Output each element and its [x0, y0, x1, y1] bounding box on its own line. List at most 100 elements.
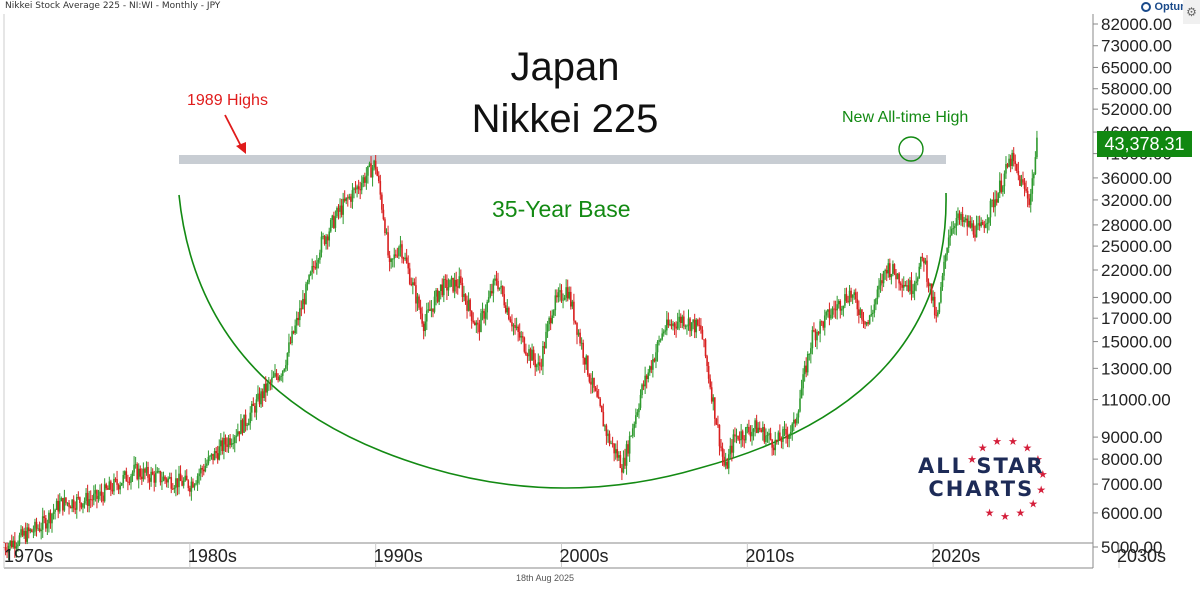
candle-body	[675, 326, 677, 329]
candle-body	[221, 440, 224, 451]
candle-body	[600, 405, 603, 412]
candle-body	[111, 489, 114, 492]
candle-body	[878, 285, 880, 290]
candle-body	[873, 304, 876, 313]
y-tick-label: 7000.00	[1101, 475, 1162, 494]
candle-body	[811, 330, 814, 349]
candle-body	[964, 218, 967, 221]
y-tick-label: 32000.00	[1101, 191, 1172, 210]
candle-body	[436, 290, 439, 302]
candle-body	[552, 310, 555, 316]
candle-body	[52, 511, 55, 514]
candle-body	[613, 443, 615, 454]
candle-body	[851, 294, 854, 298]
candle-body	[227, 438, 230, 447]
candle-body	[631, 428, 634, 436]
candle-body	[483, 310, 485, 319]
candle-body	[175, 478, 177, 488]
candle-body	[470, 310, 473, 321]
candle-body	[955, 218, 958, 227]
candle-body	[895, 273, 897, 280]
candle-body	[4, 547, 7, 551]
candle-body	[449, 279, 451, 288]
candle-body	[469, 299, 471, 311]
candle-body	[591, 377, 594, 385]
candle-body	[75, 497, 78, 510]
candle-body	[777, 432, 780, 441]
candle-body	[806, 353, 809, 373]
candle-body	[66, 502, 69, 504]
candle-body	[226, 444, 228, 447]
candle-body	[212, 453, 214, 461]
candle-body	[1009, 158, 1012, 167]
candle-body	[364, 177, 366, 183]
candle-body	[154, 472, 157, 483]
candle-body	[443, 279, 445, 296]
candle-body	[370, 163, 372, 178]
y-tick-label: 82000.00	[1101, 15, 1172, 34]
candle-body	[148, 477, 151, 482]
candle-body	[576, 322, 578, 335]
candle-body	[15, 546, 18, 549]
candle-body	[181, 480, 183, 486]
candle-body	[271, 377, 273, 383]
candle-body	[102, 495, 104, 502]
candle-body	[912, 290, 914, 294]
candle-body	[210, 453, 213, 456]
candle-body	[427, 309, 430, 311]
candle-body	[123, 471, 126, 475]
candle-body	[407, 262, 409, 269]
candle-body	[156, 471, 159, 473]
candle-body	[192, 481, 194, 488]
candle-body	[139, 468, 142, 477]
candle-body	[875, 299, 877, 305]
y-tick-label: 25000.00	[1101, 237, 1172, 256]
candle-body	[69, 506, 72, 509]
candle-body	[1019, 175, 1021, 186]
candle-body	[590, 381, 592, 385]
candle-body	[926, 260, 928, 282]
candle-body	[86, 492, 89, 506]
candle-body	[235, 435, 238, 438]
candle-body	[579, 332, 581, 344]
candle-body	[817, 331, 820, 334]
logo-star: ★	[978, 441, 988, 454]
candle-body	[343, 198, 346, 201]
candle-body	[910, 280, 913, 294]
candle-body	[35, 521, 38, 529]
candle-body	[758, 427, 761, 430]
y-tick-label: 22000.00	[1101, 261, 1172, 280]
candle-body	[779, 432, 781, 441]
candle-body	[769, 433, 772, 440]
candle-body	[162, 476, 165, 481]
candle-body	[853, 292, 856, 295]
candle-body	[785, 429, 787, 435]
candle-body	[794, 419, 797, 424]
candle-body	[529, 349, 532, 361]
candle-body	[43, 516, 46, 519]
candle-body	[566, 287, 569, 299]
candle-body	[707, 366, 710, 379]
candle-body	[464, 293, 467, 301]
candle-body	[892, 264, 894, 274]
candle-body	[161, 480, 163, 483]
logo-star: ★	[967, 453, 977, 466]
highs-arrow	[224, 114, 244, 151]
candle-body	[810, 348, 812, 354]
candle-body	[518, 332, 521, 338]
base-arc	[178, 192, 947, 489]
candle-body	[621, 468, 623, 473]
candle-body	[752, 428, 755, 432]
settings-icon[interactable]: ⚙	[1183, 0, 1200, 24]
candle-body	[463, 293, 465, 297]
candle-body	[291, 331, 293, 343]
candle-body	[509, 319, 512, 323]
candle-body	[190, 481, 193, 492]
candle-body	[714, 397, 716, 419]
candle-body	[848, 290, 851, 303]
candle-body	[408, 268, 411, 284]
logo-line1: ALL STAR	[918, 454, 1045, 478]
candle-body	[587, 355, 589, 375]
candle-body	[1036, 137, 1038, 158]
candle-body	[594, 387, 597, 391]
